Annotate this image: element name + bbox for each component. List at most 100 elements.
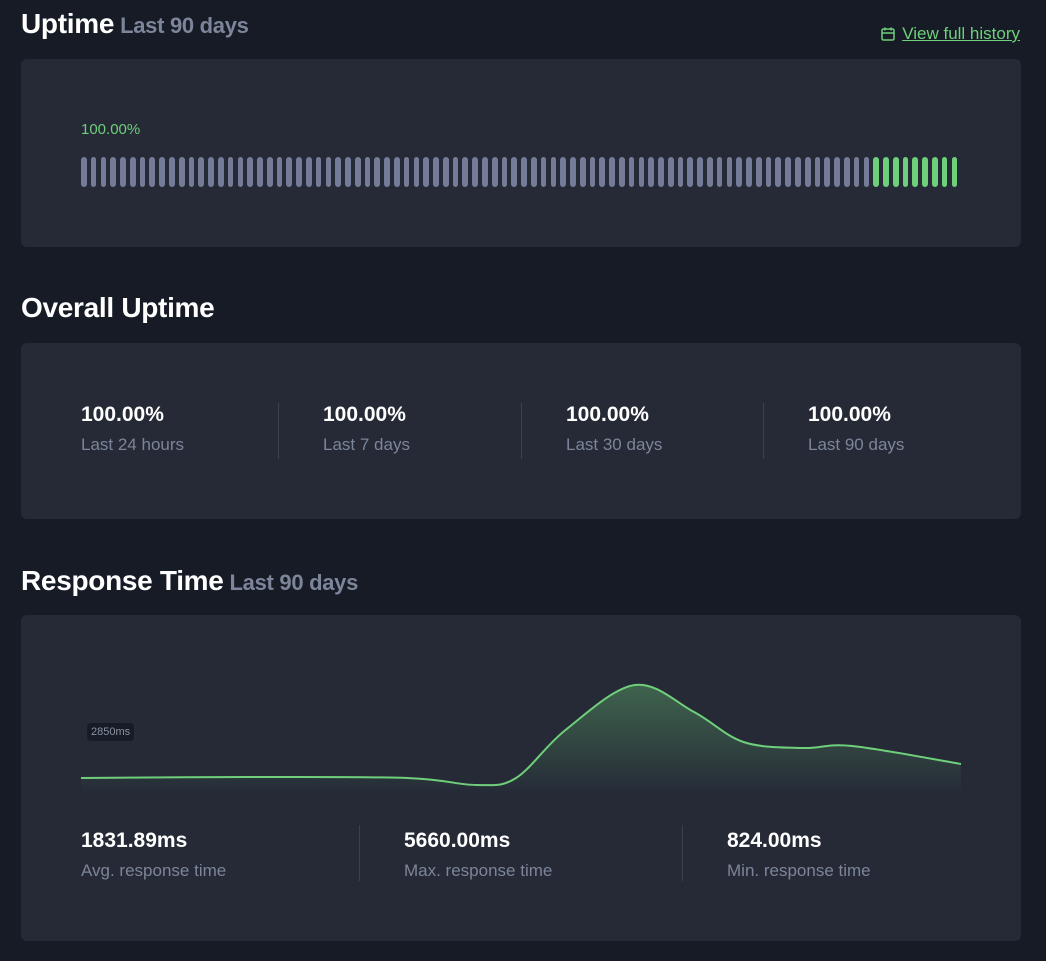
uptime-day-bar[interactable] <box>345 157 351 187</box>
uptime-day-bar[interactable] <box>227 157 234 187</box>
uptime-day-bar[interactable] <box>501 157 508 187</box>
divider <box>763 403 764 459</box>
uptime-day-bar[interactable] <box>599 157 606 187</box>
uptime-day-bar[interactable] <box>100 157 107 187</box>
uptime-day-bar[interactable] <box>90 157 97 187</box>
uptime-day-bar[interactable] <box>707 157 713 187</box>
uptime-day-bar[interactable] <box>609 157 615 187</box>
uptime-day-bar[interactable] <box>452 157 459 187</box>
uptime-day-bar[interactable] <box>834 157 840 187</box>
uptime-day-bar[interactable] <box>755 157 762 187</box>
uptime-day-bar[interactable] <box>628 157 635 187</box>
uptime-day-bar[interactable] <box>589 157 596 187</box>
uptime-day-bar[interactable] <box>276 157 283 187</box>
uptime-subtitle: Last 90 days <box>120 13 249 38</box>
uptime-day-bar[interactable] <box>902 157 909 187</box>
uptime-day-bar[interactable] <box>511 157 518 187</box>
uptime-day-bar[interactable] <box>570 157 576 187</box>
uptime-day-bar[interactable] <box>922 157 928 187</box>
uptime-day-bar[interactable] <box>873 157 879 187</box>
uptime-day-bar[interactable] <box>765 157 772 187</box>
view-full-history-link[interactable]: View full history <box>880 24 1020 44</box>
uptime-heading: Uptime Last 90 days <box>21 8 249 40</box>
uptime-day-bar[interactable] <box>159 157 165 187</box>
uptime-day-bar[interactable] <box>658 157 664 187</box>
uptime-day-bar[interactable] <box>198 157 205 187</box>
uptime-day-bar[interactable] <box>736 157 743 187</box>
uptime-day-bar[interactable] <box>824 157 831 187</box>
uptime-day-bar[interactable] <box>775 157 782 187</box>
uptime-day-bar[interactable] <box>139 157 146 187</box>
uptime-day-bar[interactable] <box>540 157 547 187</box>
uptime-day-bar[interactable] <box>560 157 566 187</box>
uptime-day-bar[interactable] <box>364 157 371 187</box>
view-full-history-label: View full history <box>902 24 1020 43</box>
uptime-day-bar[interactable] <box>120 157 126 187</box>
uptime-day-bar[interactable] <box>384 157 390 187</box>
uptime-day-bar[interactable] <box>286 157 293 187</box>
uptime-day-bar[interactable] <box>413 157 420 187</box>
uptime-day-bar[interactable] <box>530 157 537 187</box>
uptime-day-bar[interactable] <box>433 157 439 187</box>
uptime-day-bar[interactable] <box>521 157 527 187</box>
uptime-day-bar[interactable] <box>354 157 361 187</box>
uptime-day-bar[interactable] <box>296 157 302 187</box>
uptime-day-bar[interactable] <box>638 157 645 187</box>
uptime-day-bar[interactable] <box>579 157 586 187</box>
uptime-day-bar[interactable] <box>843 157 850 187</box>
uptime-day-bar[interactable] <box>931 157 938 187</box>
uptime-day-bar[interactable] <box>951 157 958 187</box>
uptime-day-bar[interactable] <box>178 157 185 187</box>
stat-label: Max. response time <box>404 861 553 880</box>
uptime-day-bar[interactable] <box>257 157 263 187</box>
uptime-day-bar[interactable] <box>687 157 694 187</box>
divider <box>278 403 279 459</box>
uptime-day-bar[interactable] <box>795 157 801 187</box>
uptime-day-bar[interactable] <box>853 157 860 187</box>
uptime-day-bar[interactable] <box>697 157 703 187</box>
uptime-day-bar[interactable] <box>814 157 821 187</box>
uptime-day-bar[interactable] <box>305 157 312 187</box>
uptime-day-bar[interactable] <box>667 157 674 187</box>
uptime-day-bar[interactable] <box>217 157 224 187</box>
uptime-day-bar[interactable] <box>618 157 625 187</box>
chart-tooltip-tag: 2850ms <box>87 723 135 741</box>
uptime-day-bar[interactable] <box>325 157 332 187</box>
uptime-day-bar[interactable] <box>169 157 175 187</box>
uptime-day-bar[interactable] <box>550 157 557 187</box>
divider <box>521 403 522 459</box>
uptime-day-bar[interactable] <box>941 157 948 187</box>
stat-value: 5660.00ms <box>404 829 511 852</box>
uptime-day-bar[interactable] <box>237 157 244 187</box>
uptime-day-bar[interactable] <box>648 157 654 187</box>
uptime-day-bar[interactable] <box>247 157 253 187</box>
uptime-day-bar[interactable] <box>266 157 273 187</box>
uptime-day-bar[interactable] <box>188 157 195 187</box>
uptime-day-bar[interactable] <box>81 157 87 187</box>
uptime-day-bar[interactable] <box>208 157 214 187</box>
uptime-day-bar[interactable] <box>315 157 322 187</box>
uptime-day-bar[interactable] <box>892 157 899 187</box>
uptime-day-bar[interactable] <box>785 157 791 187</box>
uptime-day-bar[interactable] <box>883 157 889 187</box>
uptime-day-bar[interactable] <box>403 157 410 187</box>
uptime-day-bar[interactable] <box>726 157 733 187</box>
uptime-day-bar[interactable] <box>110 157 117 187</box>
uptime-day-bar[interactable] <box>442 157 449 187</box>
uptime-day-bar[interactable] <box>716 157 723 187</box>
uptime-day-bar[interactable] <box>129 157 136 187</box>
uptime-day-bar[interactable] <box>423 157 430 187</box>
uptime-day-bar[interactable] <box>335 157 341 187</box>
uptime-day-bar[interactable] <box>491 157 498 187</box>
uptime-day-bar[interactable] <box>472 157 478 187</box>
uptime-day-bar[interactable] <box>374 157 381 187</box>
uptime-day-bar[interactable] <box>746 157 752 187</box>
uptime-day-bar[interactable] <box>462 157 469 187</box>
uptime-day-bar[interactable] <box>149 157 156 187</box>
uptime-day-bar[interactable] <box>677 157 684 187</box>
uptime-day-bar[interactable] <box>912 157 919 187</box>
uptime-day-bar[interactable] <box>804 157 811 187</box>
uptime-day-bar[interactable] <box>394 157 400 187</box>
uptime-day-bar[interactable] <box>482 157 488 187</box>
uptime-day-bar[interactable] <box>863 157 870 187</box>
